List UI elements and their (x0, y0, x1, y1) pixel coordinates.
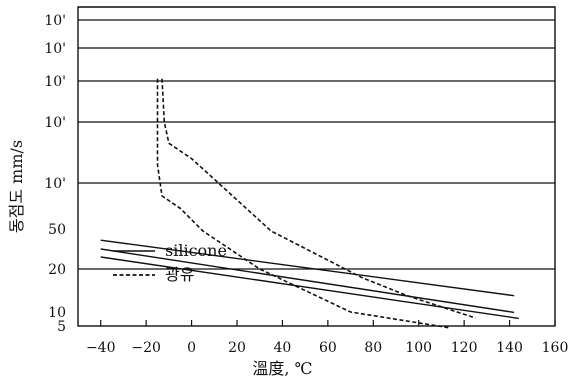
silicone-line-1 (100, 248, 515, 314)
y-tick-label: 5 (57, 319, 66, 335)
x-tick-label: 20 (228, 340, 246, 356)
y-tick-label: 10' (44, 41, 66, 57)
y-tick-labels: 10' 10' 10' 10' 10' 50 20 105 (44, 13, 66, 335)
silicone-line-0 (100, 239, 515, 297)
y-tick-label: 10' (44, 176, 66, 192)
legend-label-silicone: silicone (165, 241, 227, 260)
mineral-oil-line-4 (161, 78, 476, 319)
x-tick-label: 100 (405, 340, 432, 356)
y-axis-title: 동점도 mm/s (7, 140, 26, 233)
y-tick-label: 10' (44, 74, 66, 90)
y-tick-label: 10' (44, 115, 66, 131)
x-tick-label: 40 (274, 340, 292, 356)
x-tick-label: −20 (131, 340, 161, 356)
plot-frame (77, 6, 556, 327)
legend: silicone 광유 (113, 241, 227, 284)
x-tick-label: 140 (496, 340, 523, 356)
legend-label-mineral-oil: 광유 (165, 265, 194, 284)
y-tick-label: 10 (48, 305, 66, 321)
x-tick-label: 120 (451, 340, 478, 356)
series-lines (100, 78, 519, 329)
x-axis-title: 溫度, ℃ (252, 359, 312, 378)
gridlines (78, 6, 555, 270)
x-ticks: −40 −20 0 20 40 60 80 100 120 140 160 (86, 320, 568, 356)
x-tick-label: 0 (187, 340, 196, 356)
x-tick-label: 60 (319, 340, 337, 356)
x-tick-label: −40 (86, 340, 116, 356)
y-tick-label: 50 (48, 222, 66, 238)
mineral-oil-line-3 (156, 78, 451, 329)
y-tick-label: 20 (48, 262, 66, 278)
x-tick-label: 80 (364, 340, 382, 356)
y-tick-label: 10' (44, 13, 66, 29)
x-tick-label: 160 (542, 340, 568, 356)
silicone-line-2 (100, 256, 519, 320)
